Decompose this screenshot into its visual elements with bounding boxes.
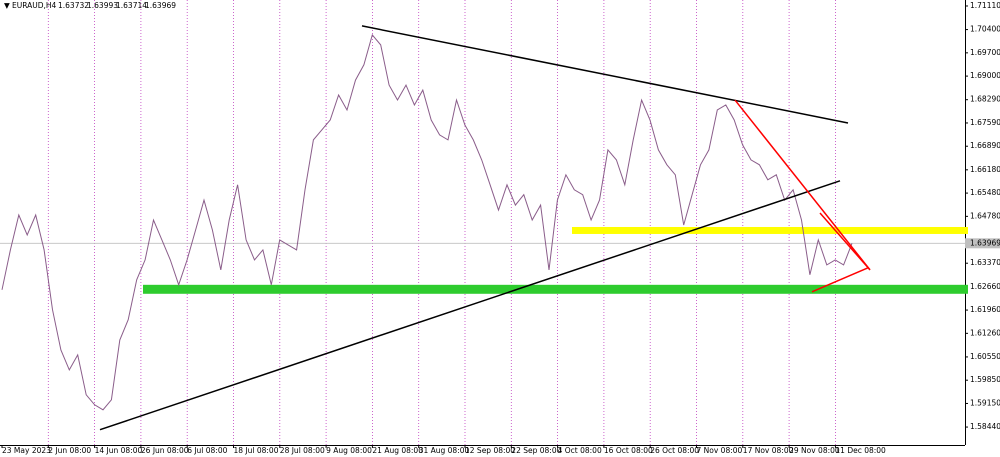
y-tick-label: 1.64780 [970,211,1000,220]
y-tick-label: 1.62660 [970,282,1000,291]
x-tick-label: 26 Oct 08:00 [650,446,699,455]
x-tick-label: 17 Nov 08:00 [743,446,794,455]
x-tick-label: 6 Jul 08:00 [187,446,227,455]
symbol: EURAUD,H4 [12,1,57,10]
price-zone [572,226,968,234]
ohlc-value: 1.63993 [87,1,118,10]
y-tick-label: 1.71110 [970,1,1000,10]
x-tick-label: 29 Nov 08:00 [789,446,840,455]
ohlc-value: 1.63714 [116,1,147,10]
ohlc-value: 1.63732 [58,1,89,10]
y-tick-label: 1.63370 [970,258,1000,267]
x-tick-label: 21 Aug 08:00 [372,446,423,455]
collapse-icon[interactable]: ▼ [4,1,10,10]
y-tick-label: 1.70400 [970,25,1000,34]
y-tick-label: 1.59150 [970,398,1000,407]
y-tick-label: 1.67590 [970,118,1000,127]
y-tick-label: 1.68290 [970,95,1000,104]
y-tick-label: 1.61260 [970,328,1000,337]
y-tick-label: 1.69000 [970,71,1000,80]
y-tick-label: 1.59850 [970,375,1000,384]
y-tick-label: 1.66180 [970,165,1000,174]
x-tick-label: 9 Aug 08:00 [326,446,372,455]
x-tick-label: 28 Jul 08:00 [280,446,325,455]
x-tick-label: 7 Nov 08:00 [697,446,743,455]
y-tick-label: 1.65480 [970,188,1000,197]
price-zone [143,284,968,294]
x-tick-label: 22 Sep 08:00 [511,446,561,455]
last-price-label: 1.63969 [970,238,1000,247]
x-tick-label: 18 Jul 08:00 [234,446,279,455]
x-tick-label: 16 Oct 08:00 [604,446,653,455]
trendline [819,212,871,271]
x-tick-label: 4 Oct 08:00 [558,446,602,455]
price-line [1,33,853,411]
y-tick-label: 1.61960 [970,305,1000,314]
y-tick-label: 1.58440 [970,422,1000,431]
trendline [361,25,849,124]
trendline [734,99,871,271]
trendline [99,180,841,431]
x-tick-label: 2 Jun 08:00 [48,446,91,455]
y-tick-label: 1.66890 [970,141,1000,150]
x-tick-label: 26 Jun 08:00 [141,446,189,455]
x-tick-label: 31 Aug 08:00 [419,446,470,455]
ohlc-value: 1.63969 [145,1,176,10]
last-price-tag [965,238,1000,249]
x-tick-label: 14 Jun 08:00 [95,446,143,455]
x-tick-label: 12 Sep 08:00 [465,446,515,455]
y-tick-label: 1.69700 [970,48,1000,57]
trendline [811,267,869,293]
y-tick-label: 1.60550 [970,352,1000,361]
x-tick-label: 23 May 2023 [2,446,51,455]
x-tick-label: 11 Dec 08:00 [835,446,886,455]
